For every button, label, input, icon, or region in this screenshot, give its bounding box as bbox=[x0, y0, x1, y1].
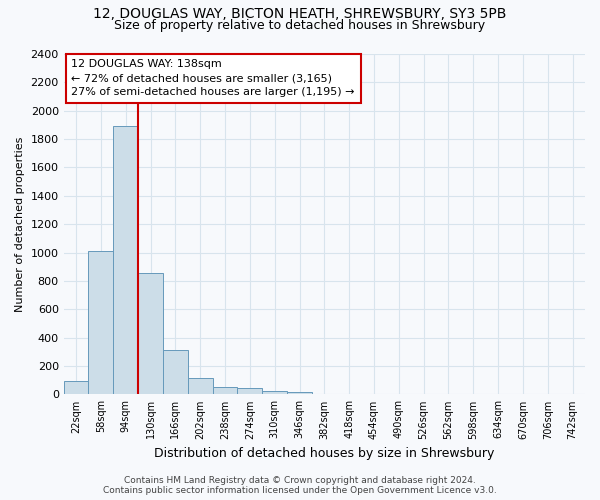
Y-axis label: Number of detached properties: Number of detached properties bbox=[15, 136, 25, 312]
Bar bbox=[163, 350, 188, 395]
Bar bbox=[238, 388, 262, 394]
Bar bbox=[287, 392, 312, 394]
Text: Contains HM Land Registry data © Crown copyright and database right 2024.
Contai: Contains HM Land Registry data © Crown c… bbox=[103, 476, 497, 495]
Bar bbox=[113, 126, 138, 394]
Text: 12, DOUGLAS WAY, BICTON HEATH, SHREWSBURY, SY3 5PB: 12, DOUGLAS WAY, BICTON HEATH, SHREWSBUR… bbox=[94, 8, 506, 22]
Text: 12 DOUGLAS WAY: 138sqm
← 72% of detached houses are smaller (3,165)
27% of semi-: 12 DOUGLAS WAY: 138sqm ← 72% of detached… bbox=[71, 59, 355, 97]
Bar bbox=[138, 273, 163, 394]
Bar bbox=[262, 391, 287, 394]
X-axis label: Distribution of detached houses by size in Shrewsbury: Distribution of detached houses by size … bbox=[154, 447, 494, 460]
Text: Size of property relative to detached houses in Shrewsbury: Size of property relative to detached ho… bbox=[115, 19, 485, 32]
Bar bbox=[212, 386, 238, 394]
Bar bbox=[88, 251, 113, 394]
Bar bbox=[188, 378, 212, 394]
Bar bbox=[64, 381, 88, 394]
